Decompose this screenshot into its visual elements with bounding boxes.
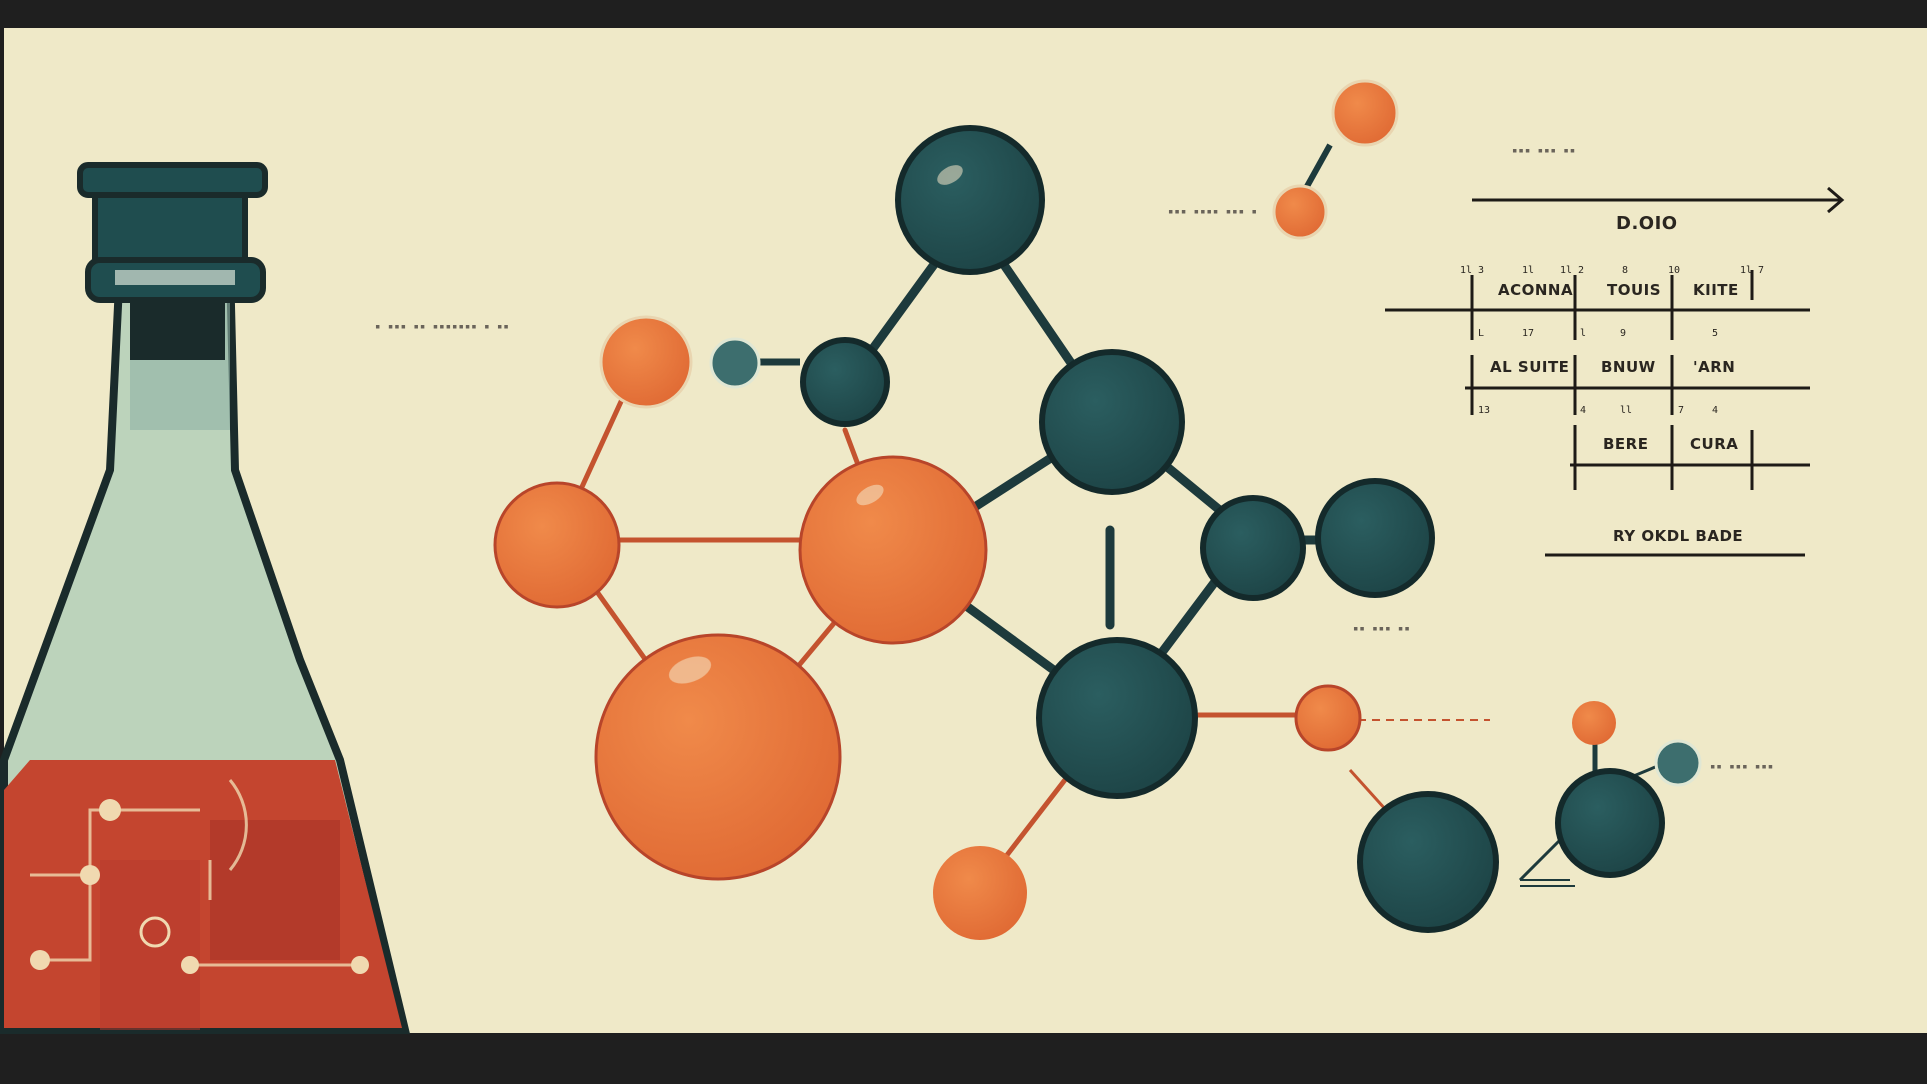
grid-number: ll bbox=[1620, 405, 1633, 416]
grid-number: l bbox=[1580, 328, 1587, 339]
grid-cell: CURA bbox=[1690, 435, 1739, 453]
grid-cell: BNUW bbox=[1601, 358, 1656, 376]
diagram-title: D.OIO bbox=[1616, 213, 1678, 234]
grid-cell: KIITE bbox=[1693, 281, 1739, 299]
grid-number: 17 bbox=[1522, 328, 1535, 339]
grid-cell: 'ARN bbox=[1693, 358, 1736, 376]
grid-number: 13 bbox=[1478, 405, 1491, 416]
diagram-footer: RY OKDL BADE bbox=[1613, 527, 1744, 545]
grid-number: 4 bbox=[1712, 405, 1719, 416]
grid-cell: AL SUITE bbox=[1490, 358, 1570, 376]
grid-number: 1l 3 bbox=[1460, 265, 1485, 276]
grid-number: 10 bbox=[1668, 265, 1681, 276]
annotation-dashes: ▪ ▪▪▪ ▪▪ ▪▪▪▪▪▪▪ ▪ ▪▪ bbox=[375, 322, 510, 332]
grid-number: 1l bbox=[1522, 265, 1535, 276]
grid-cell: BERE bbox=[1603, 435, 1649, 453]
annotation-dashes: ▪▪▪ ▪▪▪▪ ▪▪▪ ▪ bbox=[1168, 207, 1258, 217]
grid-number: 1l 2 bbox=[1560, 265, 1585, 276]
grid-cell: TOUIS bbox=[1607, 281, 1662, 299]
molecule-icon bbox=[493, 79, 1702, 940]
annotation-dashes: ▪▪▪ ▪▪▪ ▪▪ bbox=[1512, 146, 1577, 156]
annotation-dashes: ▪▪ ▪▪▪ ▪▪ bbox=[1353, 624, 1411, 634]
grid-number: 7 bbox=[1678, 405, 1685, 416]
grid-number: 9 bbox=[1620, 328, 1627, 339]
grid-cell: ACONNA bbox=[1498, 281, 1574, 299]
grid-number: 5 bbox=[1712, 328, 1719, 339]
grid-number: 4 bbox=[1580, 405, 1587, 416]
grid-number: 8 bbox=[1622, 265, 1629, 276]
erlenmeyer-flask-icon bbox=[0, 162, 411, 1034]
data-grid bbox=[1385, 186, 1845, 557]
grid-number: L bbox=[1478, 328, 1485, 339]
annotation-dashes: ▪▪ ▪▪▪ ▪▪▪ bbox=[1710, 762, 1775, 772]
grid-number: 1l 7 bbox=[1740, 265, 1765, 276]
